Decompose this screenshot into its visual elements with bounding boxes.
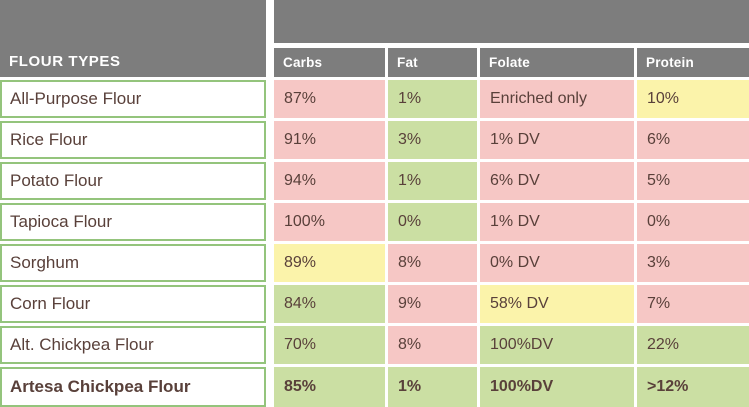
flour-name-cell: Alt. Chickpea Flour [0, 326, 266, 364]
value-cell: 1% [388, 162, 477, 200]
value-cell: 1% DV [480, 121, 634, 159]
value-cell: 7% [637, 285, 749, 323]
value-cell: >12% [637, 367, 749, 407]
flour-name-cell: Potato Flour [0, 162, 266, 200]
value-cell: 70% [274, 326, 385, 364]
value-cell: 6% [637, 121, 749, 159]
value-cell: Enriched only [480, 80, 634, 118]
value-cell: 1% [388, 80, 477, 118]
value-cell: 1% DV [480, 203, 634, 241]
value-cell: 85% [274, 367, 385, 407]
value-cell: 100% [274, 203, 385, 241]
value-cell: 3% [388, 121, 477, 159]
flour-name-cell: Tapioca Flour [0, 203, 266, 241]
value-cell: 10% [637, 80, 749, 118]
value-cell: 8% [388, 244, 477, 282]
flour-name-cell: Artesa Chickpea Flour [0, 367, 266, 407]
value-cell: 100%DV [480, 367, 634, 407]
value-cell: 100%DV [480, 326, 634, 364]
value-cell: 1% [388, 367, 477, 407]
value-cell: 22% [637, 326, 749, 364]
value-cell: 5% [637, 162, 749, 200]
flour-name-cell: Rice Flour [0, 121, 266, 159]
flour-types-header: FLOUR TYPES [0, 0, 266, 77]
value-cell: 9% [388, 285, 477, 323]
value-cell: 58% DV [480, 285, 634, 323]
column-header-protein: Protein [637, 48, 749, 77]
flour-name-cell: Sorghum [0, 244, 266, 282]
value-cell: 0% [637, 203, 749, 241]
top-banner [274, 0, 749, 43]
value-cell: 3% [637, 244, 749, 282]
value-cell: 89% [274, 244, 385, 282]
value-cell: 87% [274, 80, 385, 118]
flour-name-cell: All-Purpose Flour [0, 80, 266, 118]
column-header-folate: Folate [480, 48, 634, 77]
value-cell: 8% [388, 326, 477, 364]
column-header-fat: Fat [388, 48, 477, 77]
value-cell: 0% DV [480, 244, 634, 282]
flour-name-cell: Corn Flour [0, 285, 266, 323]
value-cell: 91% [274, 121, 385, 159]
value-cell: 94% [274, 162, 385, 200]
value-cell: 6% DV [480, 162, 634, 200]
value-cell: 0% [388, 203, 477, 241]
value-cell: 84% [274, 285, 385, 323]
column-header-carbs: Carbs [274, 48, 385, 77]
